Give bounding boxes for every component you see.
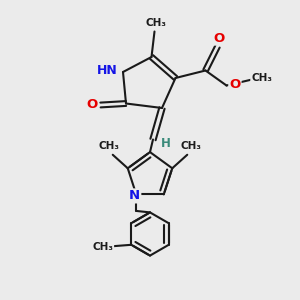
Text: H: H <box>161 136 170 150</box>
Text: N: N <box>129 189 140 203</box>
Text: HN: HN <box>97 64 118 77</box>
Text: CH₃: CH₃ <box>146 18 167 28</box>
Text: O: O <box>213 32 225 45</box>
Text: O: O <box>86 98 98 112</box>
Text: CH₃: CH₃ <box>92 242 113 252</box>
Text: CH₃: CH₃ <box>180 141 201 152</box>
Text: CH₃: CH₃ <box>99 141 120 152</box>
Text: O: O <box>229 78 241 91</box>
Text: CH₃: CH₃ <box>251 73 272 83</box>
